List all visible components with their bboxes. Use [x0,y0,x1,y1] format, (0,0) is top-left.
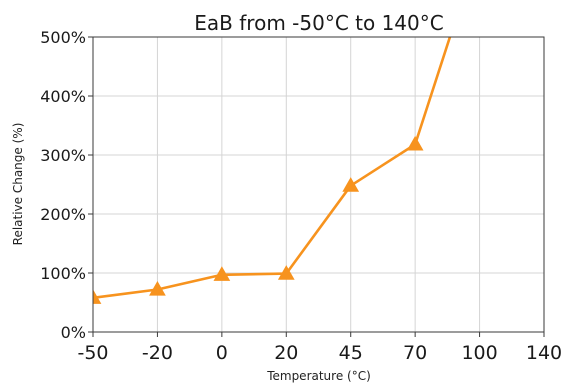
data-point-marker [213,266,231,281]
y-tick-label: 400% [40,87,86,106]
x-tick-label: 100 [461,342,497,364]
x-axis-ticks: -50 -20 0 20 45 70 100 140 [77,332,562,364]
data-point-marker [406,135,424,151]
data-point-marker [149,281,166,296]
y-tick-label: 200% [40,205,86,224]
x-tick-label: 70 [403,342,427,364]
x-tick-label: -50 [77,342,108,364]
plot-frame [92,36,545,333]
plot-area [93,37,544,332]
chart-title: EaB from -50°C to 140°C [194,11,443,35]
data-point-marker [342,177,360,192]
x-tick-label: 0 [216,342,228,364]
data-series [93,37,452,304]
y-tick-label: 100% [40,264,86,283]
y-tick-label: 0% [61,323,86,342]
y-tick-label: 300% [40,146,86,165]
data-point-marker [277,265,295,280]
x-tick-label: -20 [142,342,173,364]
x-tick-label: 140 [526,342,562,364]
series-group [93,37,452,304]
y-axis-label: Relative Change (%) [11,123,25,246]
y-tick-label: 500% [40,28,86,47]
x-tick-label: 20 [274,342,298,364]
data-point-marker [93,289,102,304]
y-axis-ticks: 0% 100% 200% 300% 400% 500% [40,28,93,342]
x-axis-label: Temperature (°C) [266,369,371,383]
x-tick-label: 45 [339,342,363,364]
